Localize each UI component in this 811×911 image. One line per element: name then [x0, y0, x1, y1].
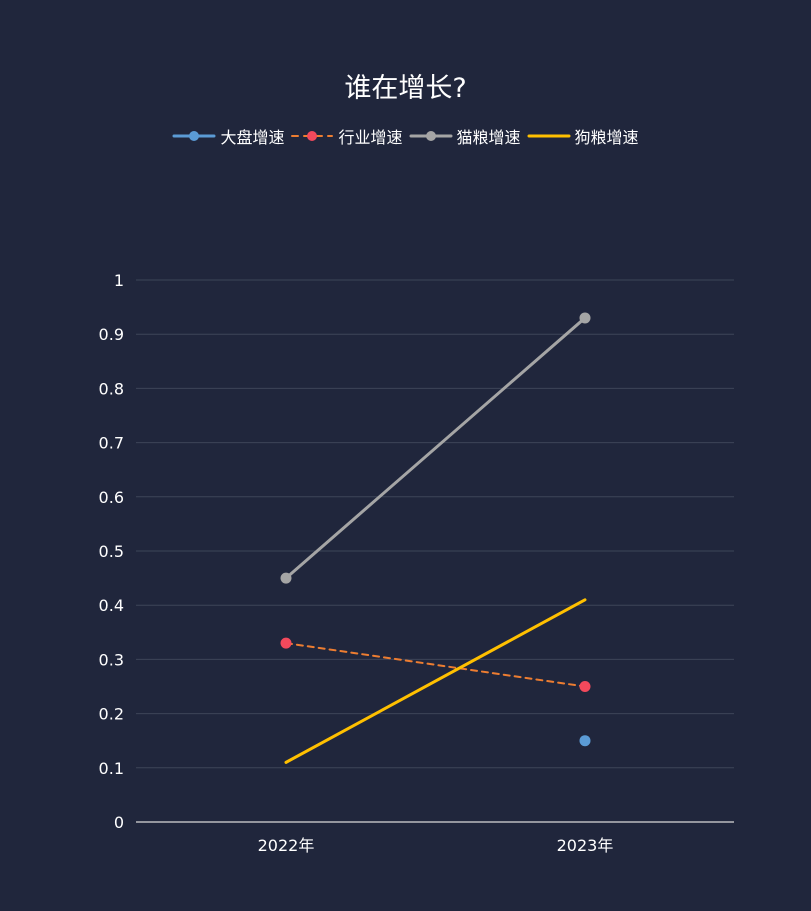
y-tick-label-3: 0.3	[99, 650, 124, 669]
x-tick-label-0: 2022年	[258, 836, 315, 855]
y-tick-label-4: 0.4	[99, 596, 124, 615]
y-tick-label-9: 0.9	[99, 325, 124, 344]
legend-marker-1	[291, 131, 334, 141]
series-0-point-1	[579, 735, 591, 747]
y-tick-label-0: 0	[114, 813, 124, 832]
legend-item-series-3[interactable]: 狗粮增速	[527, 124, 639, 148]
series-line-2	[284, 316, 587, 580]
series-1-point-0	[280, 637, 292, 649]
legend-dot-1	[307, 131, 318, 141]
series-2-point-0	[280, 572, 292, 584]
legend-item-series-2[interactable]: 猫粮增速	[409, 124, 521, 148]
y-tick-label-7: 0.7	[99, 434, 124, 453]
series-1-point-1	[579, 681, 591, 692]
series-line-1	[285, 642, 586, 688]
legend-item-series-0[interactable]: 大盘增速	[172, 124, 284, 148]
legend-dot-2	[425, 131, 436, 141]
legend-label-2: 猫粮增速	[456, 128, 521, 147]
legend-label-3: 狗粮增速	[574, 128, 639, 147]
legend-dot-0	[189, 131, 200, 141]
legend-item-series-1[interactable]: 行业增速	[290, 124, 403, 148]
y-tick-label-8: 0.8	[99, 379, 124, 398]
y-tick-label-10: 1	[114, 271, 124, 290]
chart-title: 谁在增长?	[344, 73, 467, 104]
series-2-point-1	[579, 312, 591, 324]
y-tick-label-5: 0.5	[99, 542, 124, 561]
legend-label-0: 大盘增速	[220, 128, 285, 147]
legend-marker-3	[527, 134, 571, 138]
series-line-3	[284, 598, 587, 764]
x-tick-label-1: 2023年	[557, 836, 614, 855]
legend-marker-0	[172, 131, 216, 141]
legend: 大盘增速 行业增速 猫粮增速 狗粮增速	[0, 124, 811, 148]
legend-label-1: 行业增速	[338, 128, 403, 147]
y-tick-label-6: 0.6	[99, 488, 124, 507]
y-tick-label-1: 0.1	[99, 759, 124, 778]
legend-marker-2	[409, 131, 452, 141]
y-tick-label-2: 0.2	[99, 705, 124, 724]
